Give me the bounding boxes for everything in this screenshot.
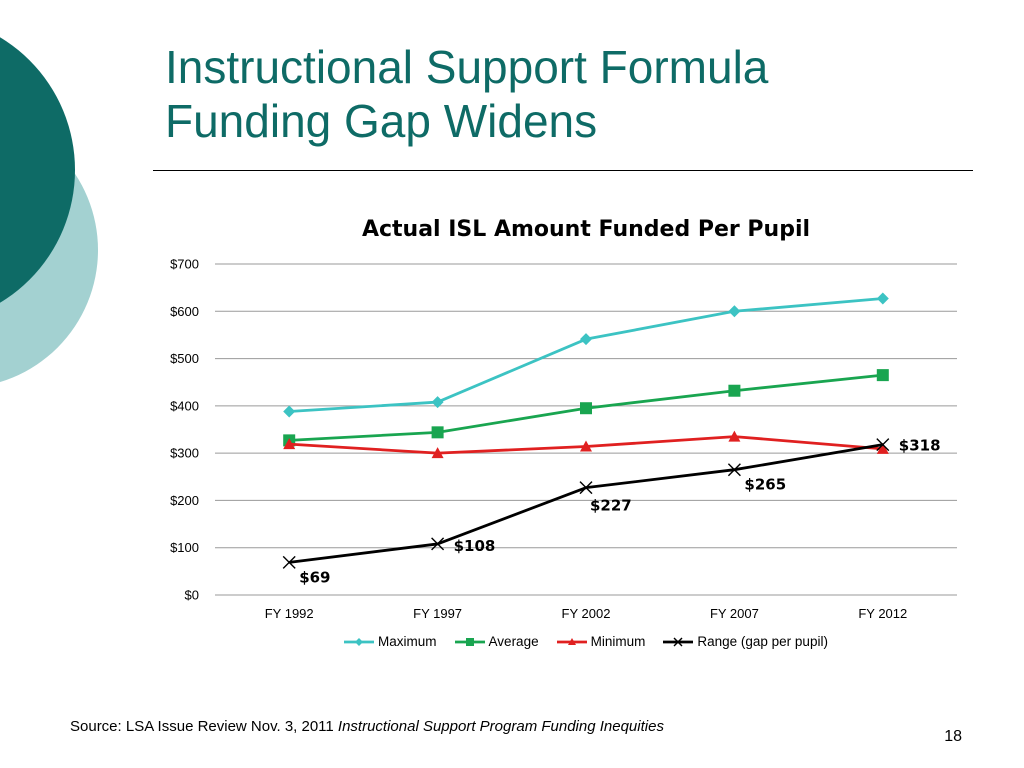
data-point-range-gap-per-pupil <box>431 537 445 551</box>
slide-title-line-1: Instructional Support Formula <box>165 41 769 93</box>
data-label: $108 <box>454 537 496 555</box>
data-point-range-gap-per-pupil <box>579 481 593 495</box>
legend-swatch <box>344 637 375 646</box>
data-point-minimum <box>431 447 444 459</box>
data-point-maximum <box>431 396 444 409</box>
source-title: Instructional Support Program Funding In… <box>337 718 664 735</box>
data-label: $227 <box>590 497 632 515</box>
legend-item-minimum: Minimum <box>556 634 646 649</box>
series-minimum <box>283 430 889 459</box>
data-point-average <box>580 402 592 415</box>
x-tick-label: FY 2007 <box>710 606 759 621</box>
legend-swatch <box>663 637 694 646</box>
data-point-maximum <box>728 305 741 318</box>
legend-marker-stroke-b <box>673 637 683 646</box>
x-tick-label: FY 1997 <box>413 606 462 621</box>
legend-label: Average <box>488 634 539 649</box>
source-text: Source: LSA Issue Review Nov. 3, 2011 <box>70 718 338 735</box>
legend-marker <box>465 637 474 646</box>
legend-label: Range (gap per pupil) <box>697 634 828 649</box>
legend-marker <box>567 637 576 645</box>
data-point-average <box>431 426 444 439</box>
legend-item-average: Average <box>454 634 539 649</box>
source-note: Source: LSA Issue Review Nov. 3, 2011 In… <box>70 718 664 735</box>
data-point-maximum <box>283 405 296 418</box>
data-label: $69 <box>299 568 330 586</box>
series-range-gap-per-pupil: $69 $108 $227 $265 $318 <box>282 437 941 586</box>
y-tick-label: $500 <box>170 351 199 366</box>
legend-marker <box>673 637 683 646</box>
slide-title: Instructional Support Formula Funding Ga… <box>165 40 768 148</box>
data-point-range-gap-per-pupil-stroke-b <box>282 555 296 569</box>
y-tick-label: $600 <box>170 304 199 319</box>
page-number: 18 <box>944 728 962 745</box>
x-tick-label: FY 1992 <box>265 606 314 621</box>
slide-title-line-2: Funding Gap Widens <box>165 95 598 147</box>
series-maximum <box>283 292 889 418</box>
legend-label: Minimum <box>590 634 646 649</box>
data-point-minimum <box>580 440 592 452</box>
data-label: $318 <box>899 437 941 455</box>
x-tick-label: FY 2012 <box>858 606 907 621</box>
series-line-maximum <box>289 297 883 413</box>
data-point-range-gap-per-pupil-stroke-b <box>579 481 593 495</box>
series-line-range-gap-per-pupil <box>289 443 884 564</box>
y-tick-label: $700 <box>170 257 199 272</box>
data-point-maximum <box>876 292 889 305</box>
y-tick-label: $200 <box>170 493 199 508</box>
data-point-average <box>876 369 889 382</box>
chart-legend: Maximum Average Minimum Range (gap per pupi… <box>215 634 957 649</box>
data-point-average <box>728 384 741 397</box>
y-tick-label: $400 <box>170 398 199 413</box>
legend-marker <box>355 637 364 646</box>
chart-title: Actual ISL Amount Funded Per Pupil <box>361 217 811 242</box>
y-tick-label: $300 <box>170 446 199 461</box>
data-point-minimum <box>876 442 889 454</box>
data-point-range-gap-per-pupil-stroke-b <box>727 463 741 477</box>
title-divider <box>153 170 973 171</box>
legend-swatch <box>556 637 587 645</box>
legend-item-maximum: Maximum <box>344 634 437 649</box>
legend-swatch <box>454 637 485 646</box>
data-point-range-gap-per-pupil-stroke-b <box>876 438 890 452</box>
data-point-minimum <box>283 438 296 450</box>
y-tick-label: $100 <box>170 540 199 555</box>
data-label: $265 <box>744 476 786 494</box>
data-point-minimum <box>728 430 741 442</box>
data-point-range-gap-per-pupil <box>876 438 890 452</box>
y-tick-label: $0 <box>185 588 199 603</box>
decor-dark-circle <box>0 37 75 303</box>
legend-item-range-gap-per-pupil: Range (gap per pupil) <box>663 634 828 649</box>
data-point-maximum <box>580 333 592 346</box>
data-point-range-gap-per-pupil <box>282 555 296 569</box>
series-average <box>283 369 889 447</box>
data-point-range-gap-per-pupil <box>727 463 741 477</box>
legend-label: Maximum <box>378 634 437 649</box>
data-point-range-gap-per-pupil-stroke-b <box>431 537 445 551</box>
x-tick-label: FY 2002 <box>562 606 611 621</box>
